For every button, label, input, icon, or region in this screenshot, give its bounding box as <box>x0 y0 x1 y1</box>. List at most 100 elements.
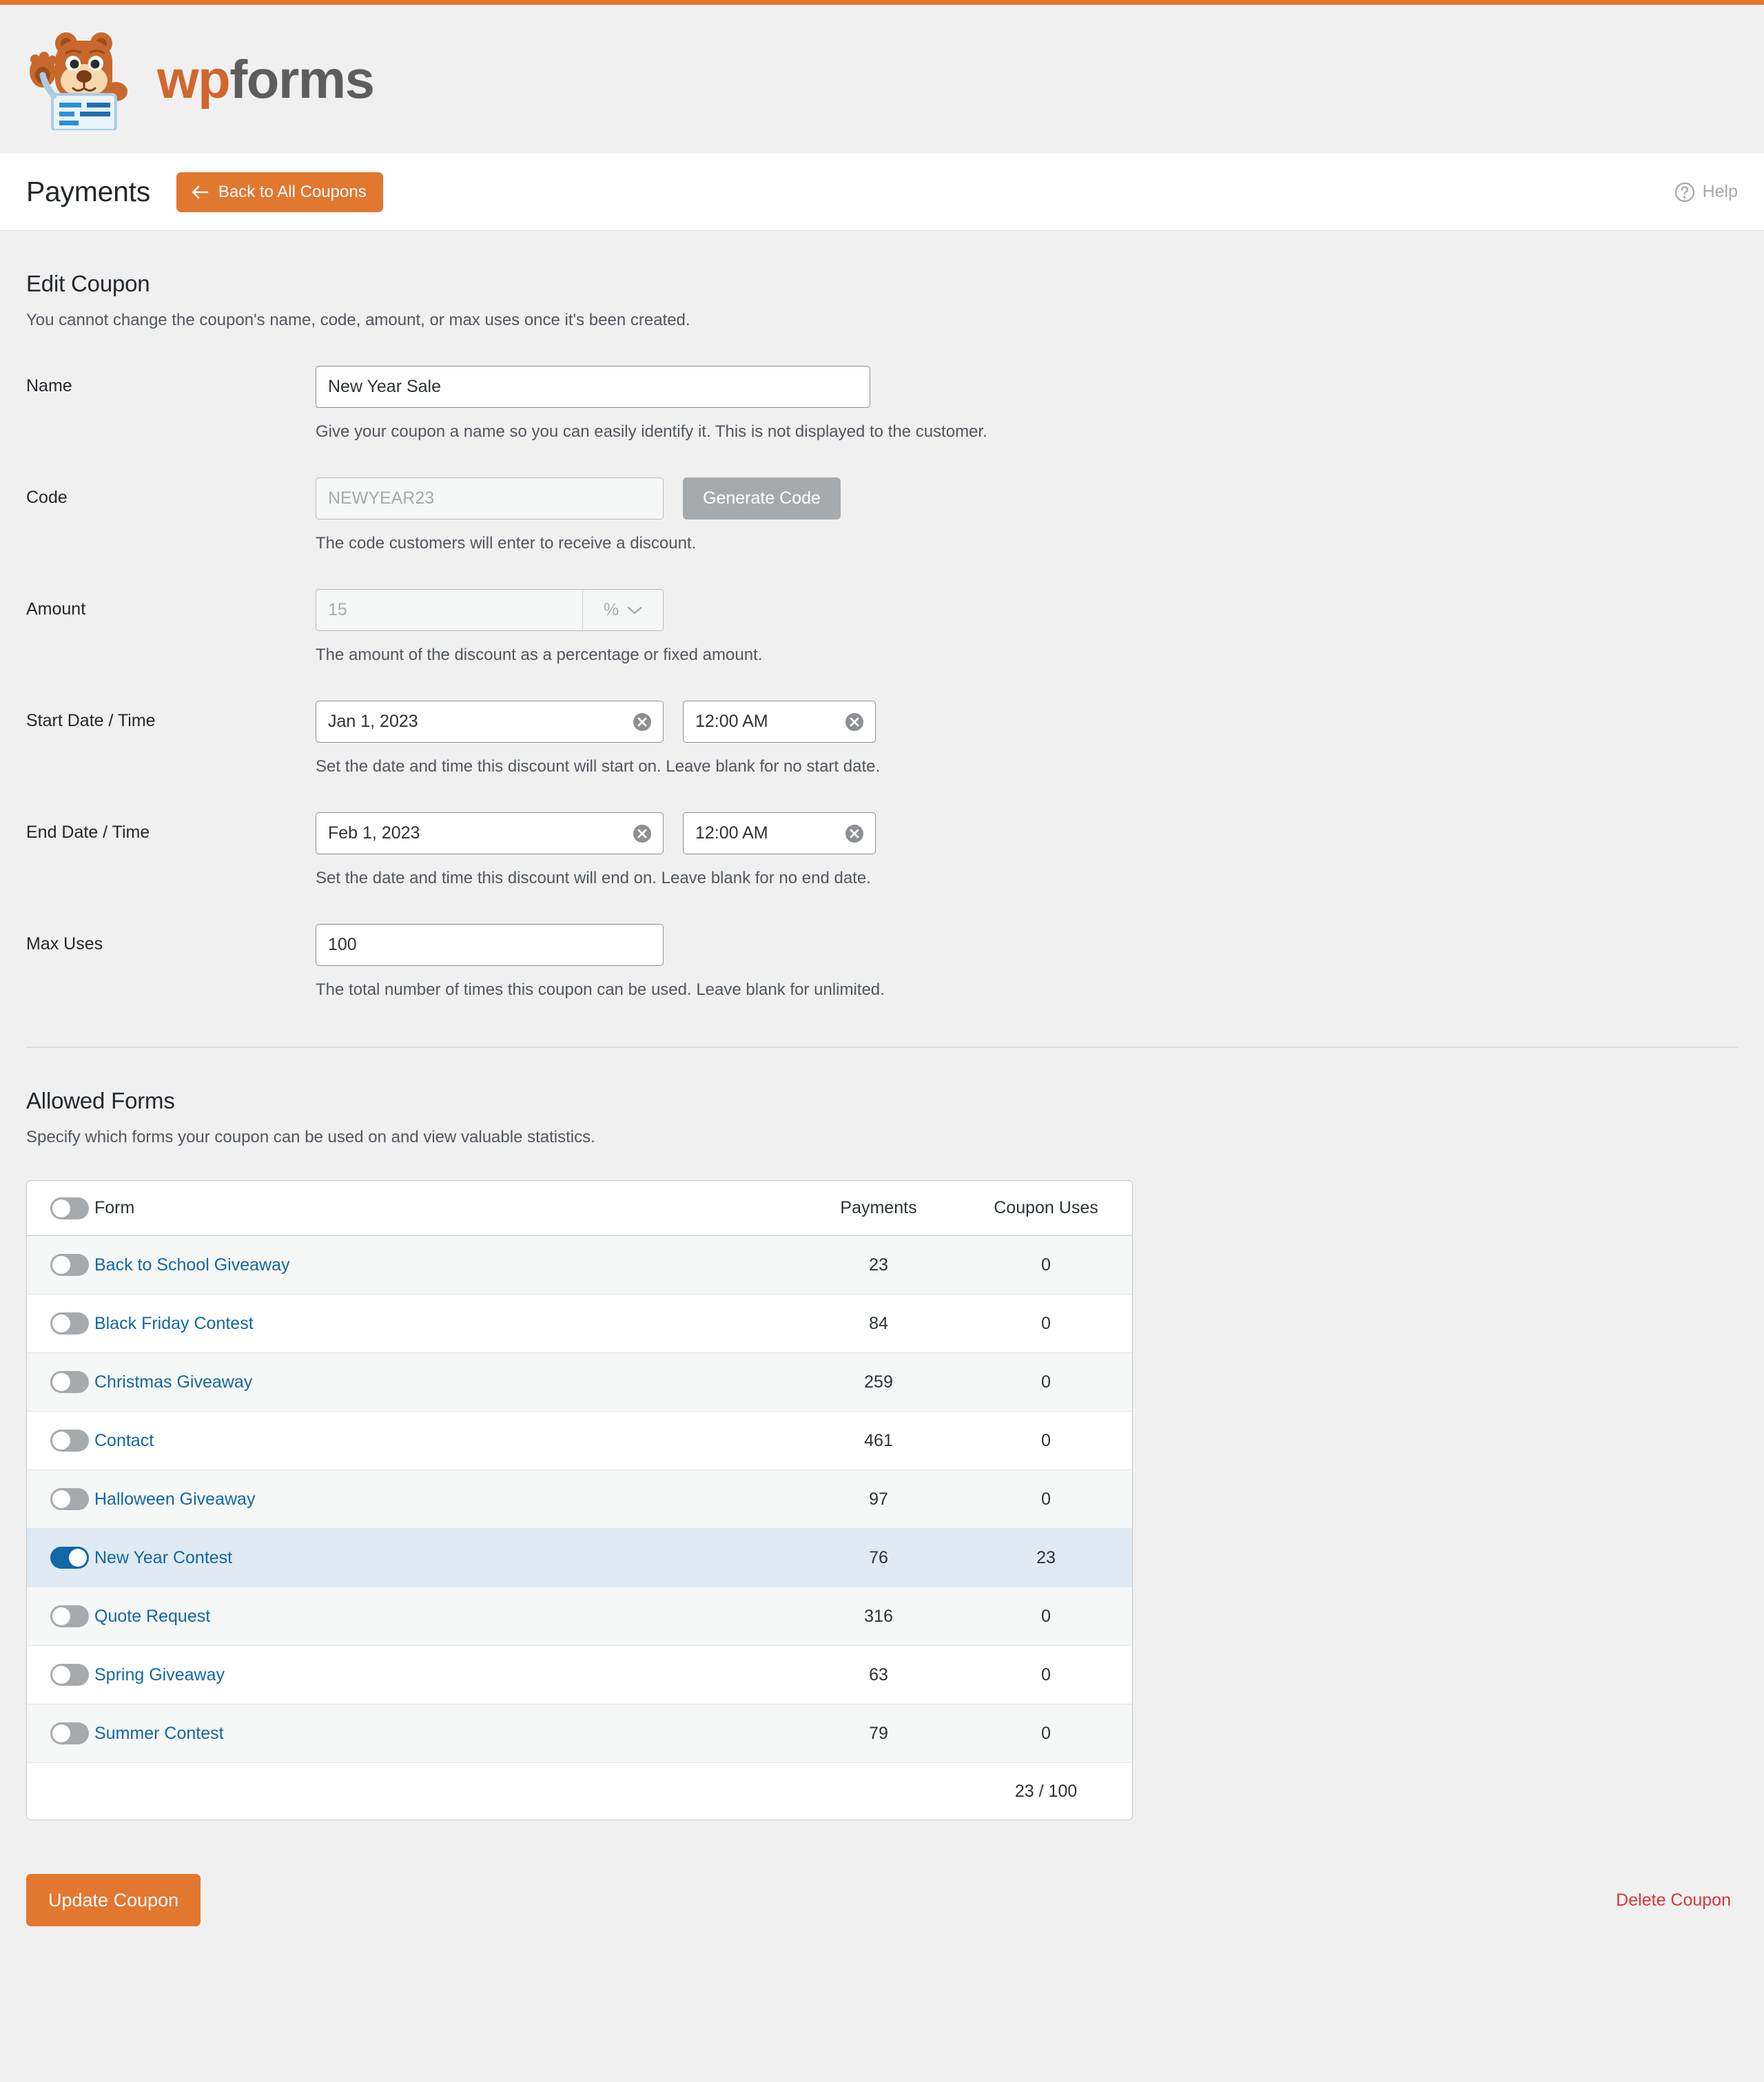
table-row[interactable]: Summer Contest 79 0 <box>27 1704 1132 1763</box>
form-link[interactable]: New Year Contest <box>94 1547 233 1567</box>
end-time-input[interactable] <box>683 812 876 854</box>
code-input[interactable] <box>316 477 664 519</box>
start-time-input[interactable] <box>683 701 876 743</box>
generate-code-button[interactable]: Generate Code <box>683 477 841 519</box>
toggle-all-switch[interactable] <box>50 1197 89 1219</box>
start-date-clear-button[interactable] <box>632 712 653 732</box>
form-link[interactable]: Quote Request <box>94 1606 211 1626</box>
row-form-name-cell: Christmas Giveaway <box>94 1372 797 1392</box>
name-help-text: Give your coupon a name so you can easil… <box>316 422 987 441</box>
row-toggle-switch[interactable] <box>50 1254 89 1276</box>
end-time-clear-button[interactable] <box>844 823 865 844</box>
table-row[interactable]: Christmas Giveaway 259 0 <box>27 1353 1132 1412</box>
row-toggle-switch[interactable] <box>50 1664 89 1686</box>
page-header: Payments Back to All Coupons Help <box>0 154 1764 231</box>
row-coupon-uses-cell: 0 <box>1041 1606 1051 1626</box>
form-link[interactable]: Contact <box>94 1430 154 1450</box>
code-inputs: Generate Code <box>316 477 1738 519</box>
table-row[interactable]: Contact 461 0 <box>27 1412 1132 1470</box>
table-row[interactable]: Black Friday Contest 84 0 <box>27 1295 1132 1353</box>
end-time-wrap <box>683 812 876 854</box>
row-toggle-switch[interactable] <box>50 1547 89 1569</box>
logo-wordmark: wpforms <box>157 52 375 106</box>
allowed-forms-description: Specify which forms your coupon can be u… <box>26 1128 595 1146</box>
row-payments-cell: 79 <box>869 1723 888 1743</box>
amount-unit-select[interactable]: % <box>582 590 663 630</box>
form-link[interactable]: Spring Giveaway <box>94 1664 225 1684</box>
column-header-coupon-uses: Coupon Uses <box>994 1198 1098 1217</box>
toggle-knob <box>52 1432 70 1450</box>
toggle-knob <box>52 1490 70 1508</box>
start-date-input[interactable] <box>316 701 664 743</box>
name-body: Give your coupon a name so you can easil… <box>316 366 1738 442</box>
row-coupon-uses-cell: 0 <box>1041 1255 1051 1275</box>
arrow-left-icon <box>192 185 209 198</box>
update-coupon-button[interactable]: Update Coupon <box>26 1874 201 1926</box>
row-toggle-switch[interactable] <box>50 1312 89 1334</box>
field-row-max-uses: Max Uses The total number of times this … <box>26 924 1738 1000</box>
help-link[interactable]: Help <box>1674 182 1738 203</box>
max-uses-input[interactable] <box>316 924 664 966</box>
row-coupon-uses-cell: 0 <box>1041 1723 1051 1743</box>
header-toggle-cell <box>27 1197 94 1219</box>
row-payments-cell: 97 <box>869 1489 888 1509</box>
footer-total-uses: 23 / 100 <box>1014 1781 1078 1801</box>
row-toggle-switch[interactable] <box>50 1722 89 1744</box>
row-toggle-switch[interactable] <box>50 1488 89 1510</box>
row-form-name-cell: Black Friday Contest <box>94 1314 797 1334</box>
row-toggle-switch[interactable] <box>50 1430 89 1452</box>
end-date-help-text: Set the date and time this discount will… <box>316 869 871 887</box>
table-row[interactable]: New Year Contest 76 23 <box>27 1529 1132 1587</box>
field-row-amount: Amount % The amount of the discount as a… <box>26 589 1738 665</box>
amount-label: Amount <box>26 599 86 619</box>
back-button-label: Back to All Coupons <box>218 182 367 201</box>
table-row[interactable]: Back to School Giveaway 23 0 <box>27 1236 1132 1295</box>
clear-circle-icon <box>633 824 651 843</box>
delete-coupon-link[interactable]: Delete Coupon <box>1616 1890 1731 1910</box>
form-link[interactable]: Back to School Giveaway <box>94 1255 290 1275</box>
field-row-end-date: End Date / Time <box>26 812 1738 888</box>
toggle-knob <box>52 1199 70 1217</box>
name-inputs <box>316 366 1738 408</box>
row-toggle-cell <box>27 1371 94 1393</box>
end-date-input[interactable] <box>316 812 664 854</box>
back-to-all-coupons-button[interactable]: Back to All Coupons <box>176 172 383 212</box>
end-date-clear-button[interactable] <box>632 823 653 844</box>
toggle-knob <box>52 1724 70 1742</box>
row-form-name-cell: Spring Giveaway <box>94 1665 797 1685</box>
amount-input[interactable] <box>316 590 582 630</box>
toggle-knob <box>69 1549 87 1567</box>
table-row[interactable]: Spring Giveaway 63 0 <box>27 1646 1132 1704</box>
start-date-wrap <box>316 701 664 743</box>
form-link[interactable]: Summer Contest <box>94 1723 224 1743</box>
code-label: Code <box>26 488 68 507</box>
name-label: Name <box>26 376 72 395</box>
edit-coupon-description: You cannot change the coupon's name, cod… <box>26 311 690 329</box>
start-time-clear-button[interactable] <box>844 712 865 732</box>
form-link[interactable]: Christmas Giveaway <box>94 1372 253 1392</box>
table-body: Back to School Giveaway 23 0 Black Friday C… <box>27 1236 1132 1763</box>
row-toggle-cell <box>27 1722 94 1744</box>
amount-combo: % <box>316 589 664 631</box>
row-coupon-uses-cell: 0 <box>1041 1313 1051 1333</box>
table-row[interactable]: Halloween Giveaway 97 0 <box>27 1470 1132 1529</box>
allowed-forms-title: Allowed Forms <box>26 1088 175 1113</box>
row-toggle-cell <box>27 1254 94 1276</box>
row-toggle-cell <box>27 1488 94 1510</box>
row-coupon-uses-cell: 0 <box>1041 1664 1051 1684</box>
table-row[interactable]: Quote Request 316 0 <box>27 1587 1132 1646</box>
max-uses-inputs <box>316 924 1738 966</box>
wpforms-logo: wpforms <box>26 28 375 130</box>
toggle-knob <box>52 1315 70 1332</box>
start-date-body: Set the date and time this discount will… <box>316 701 1738 776</box>
row-payments-cell: 23 <box>869 1255 888 1275</box>
allowed-forms-table: Form Payments Coupon Uses Back to School… <box>26 1180 1133 1820</box>
form-link[interactable]: Black Friday Contest <box>94 1313 254 1333</box>
name-input[interactable] <box>316 366 870 408</box>
brand-bar: wpforms <box>0 5 1764 154</box>
form-link[interactable]: Halloween Giveaway <box>94 1489 256 1509</box>
row-toggle-switch[interactable] <box>50 1371 89 1393</box>
row-coupon-uses-cell: 0 <box>1041 1489 1051 1509</box>
row-form-name-cell: Quote Request <box>94 1607 797 1627</box>
row-toggle-switch[interactable] <box>50 1605 89 1627</box>
